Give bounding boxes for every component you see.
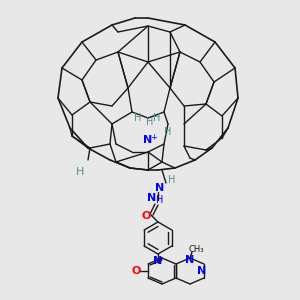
Text: O: O xyxy=(131,266,141,276)
Text: CH₃: CH₃ xyxy=(188,244,204,253)
Text: O: O xyxy=(141,211,151,221)
Text: H: H xyxy=(146,117,154,127)
Text: N: N xyxy=(197,266,207,276)
Text: N: N xyxy=(155,183,165,193)
Text: H: H xyxy=(76,167,84,177)
Text: H: H xyxy=(153,113,161,123)
Text: H: H xyxy=(134,113,142,123)
Text: H: H xyxy=(156,195,164,205)
Text: +: + xyxy=(151,133,158,142)
Text: N: N xyxy=(153,256,163,266)
Text: N: N xyxy=(143,135,153,145)
Text: H: H xyxy=(168,175,176,185)
Text: N: N xyxy=(185,255,195,265)
Text: H: H xyxy=(164,127,172,137)
Text: N: N xyxy=(147,193,157,203)
